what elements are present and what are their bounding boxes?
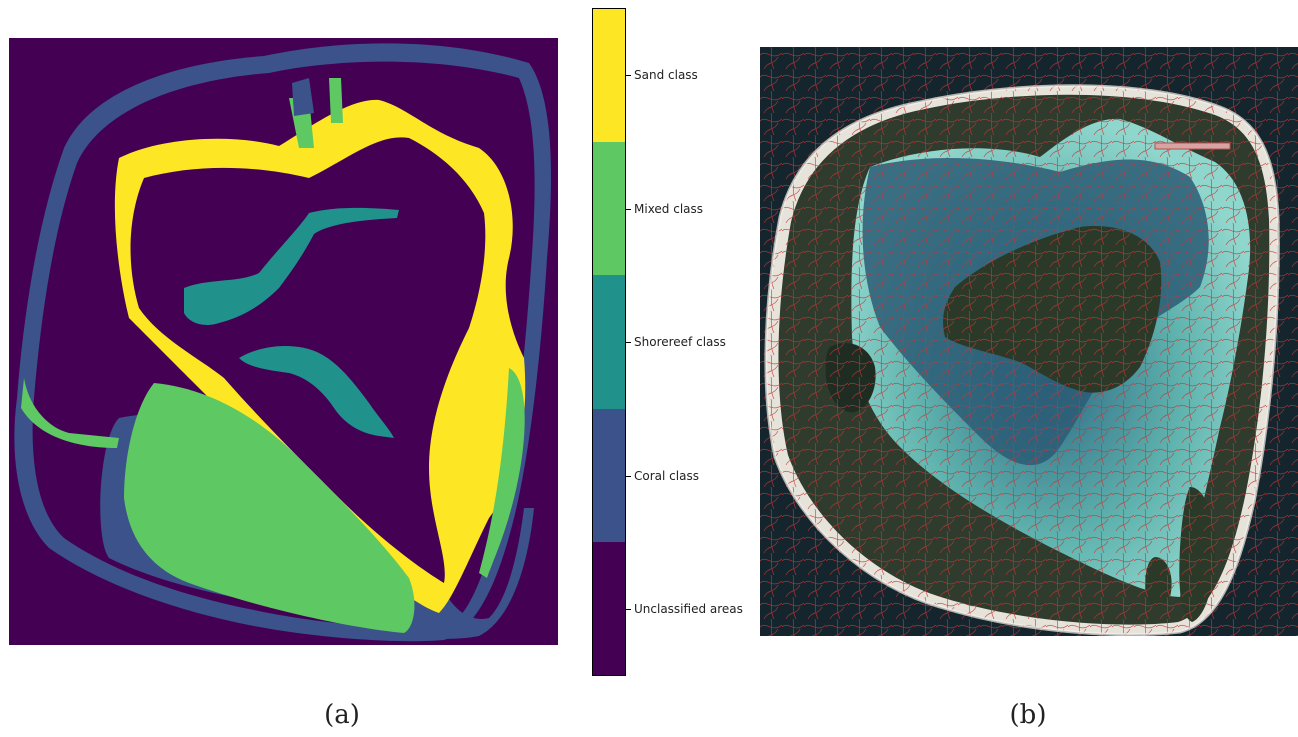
segmentation-overlay (760, 47, 1298, 636)
colorbar-tick (626, 75, 631, 76)
colorbar (592, 8, 626, 676)
coral-north-notch (292, 78, 314, 116)
colorbar-segment-shorereef (593, 275, 625, 409)
satellite-image (760, 47, 1298, 636)
caption-b: (b) (1009, 700, 1047, 730)
legend-label-coral: Coral class (634, 469, 699, 483)
legend-label-unclassified: Unclassified areas (634, 602, 743, 616)
mixed-area (124, 383, 415, 633)
colorbar-segment-sand (593, 9, 625, 143)
caption-a: (a) (324, 700, 360, 730)
colorbar-segment-mixed (593, 142, 625, 276)
mixed-strip-east (479, 368, 525, 578)
legend-label-sand: Sand class (634, 68, 698, 82)
colorbar-tick (626, 342, 631, 343)
mixed-north (289, 78, 343, 148)
legend-label-mixed: Mixed class (634, 202, 704, 216)
classification-map (9, 38, 558, 645)
northeast-structure (1154, 142, 1231, 150)
shorereef-area (184, 207, 399, 325)
mixed-strip-west (21, 378, 119, 448)
shorereef-south (239, 346, 394, 438)
colorbar-segment-unclassified (593, 541, 625, 676)
reef-crest (764, 84, 1280, 636)
colorbar-tick (626, 209, 631, 210)
legend-label-shorereef: Shorereef class (634, 335, 726, 349)
colorbar-tick (626, 476, 631, 477)
colorbar-segment-coral (593, 408, 625, 542)
colorbar-tick (626, 609, 631, 610)
